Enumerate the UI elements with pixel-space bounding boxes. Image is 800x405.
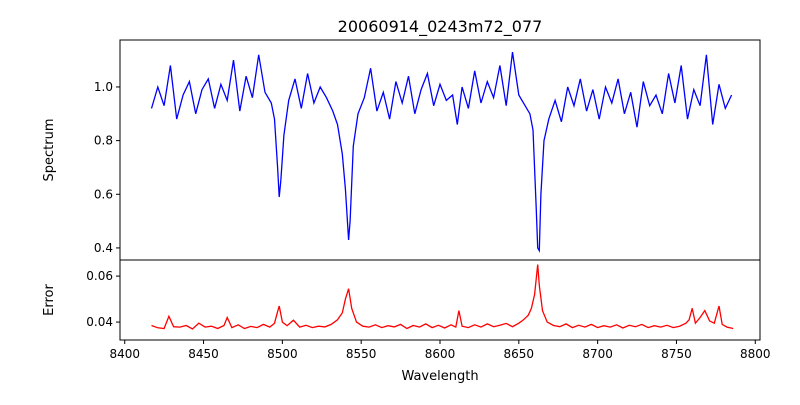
- y-tick-label: 0.8: [94, 134, 113, 148]
- spectrum-line: [150, 52, 733, 253]
- bottom-y-axis-label: Error: [42, 284, 57, 316]
- y-tick-label: 0.4: [94, 241, 113, 255]
- chart-title: 20060914_0243m72_077: [338, 17, 543, 37]
- x-tick-label: 8800: [740, 347, 771, 361]
- x-axis-label: Wavelength: [401, 369, 478, 384]
- y-tick-label: 1.0: [94, 80, 113, 94]
- error-line: [151, 264, 734, 330]
- x-tick-label: 8550: [346, 347, 377, 361]
- x-tick-label: 8400: [109, 347, 140, 361]
- x-tick-label: 8450: [188, 347, 219, 361]
- x-tick-label: 8500: [267, 347, 298, 361]
- y-tick-label: 0.06: [86, 269, 113, 283]
- x-tick-label: 8750: [661, 347, 692, 361]
- y-tick-label: 0.04: [86, 315, 113, 329]
- x-tick-label: 8700: [582, 347, 613, 361]
- x-tick-label: 8600: [425, 347, 456, 361]
- y-tick-label: 0.6: [94, 187, 113, 201]
- top-axes-frame: [119, 39, 761, 261]
- top-y-axis-label: Spectrum: [42, 119, 57, 182]
- x-tick-label: 8650: [504, 347, 535, 361]
